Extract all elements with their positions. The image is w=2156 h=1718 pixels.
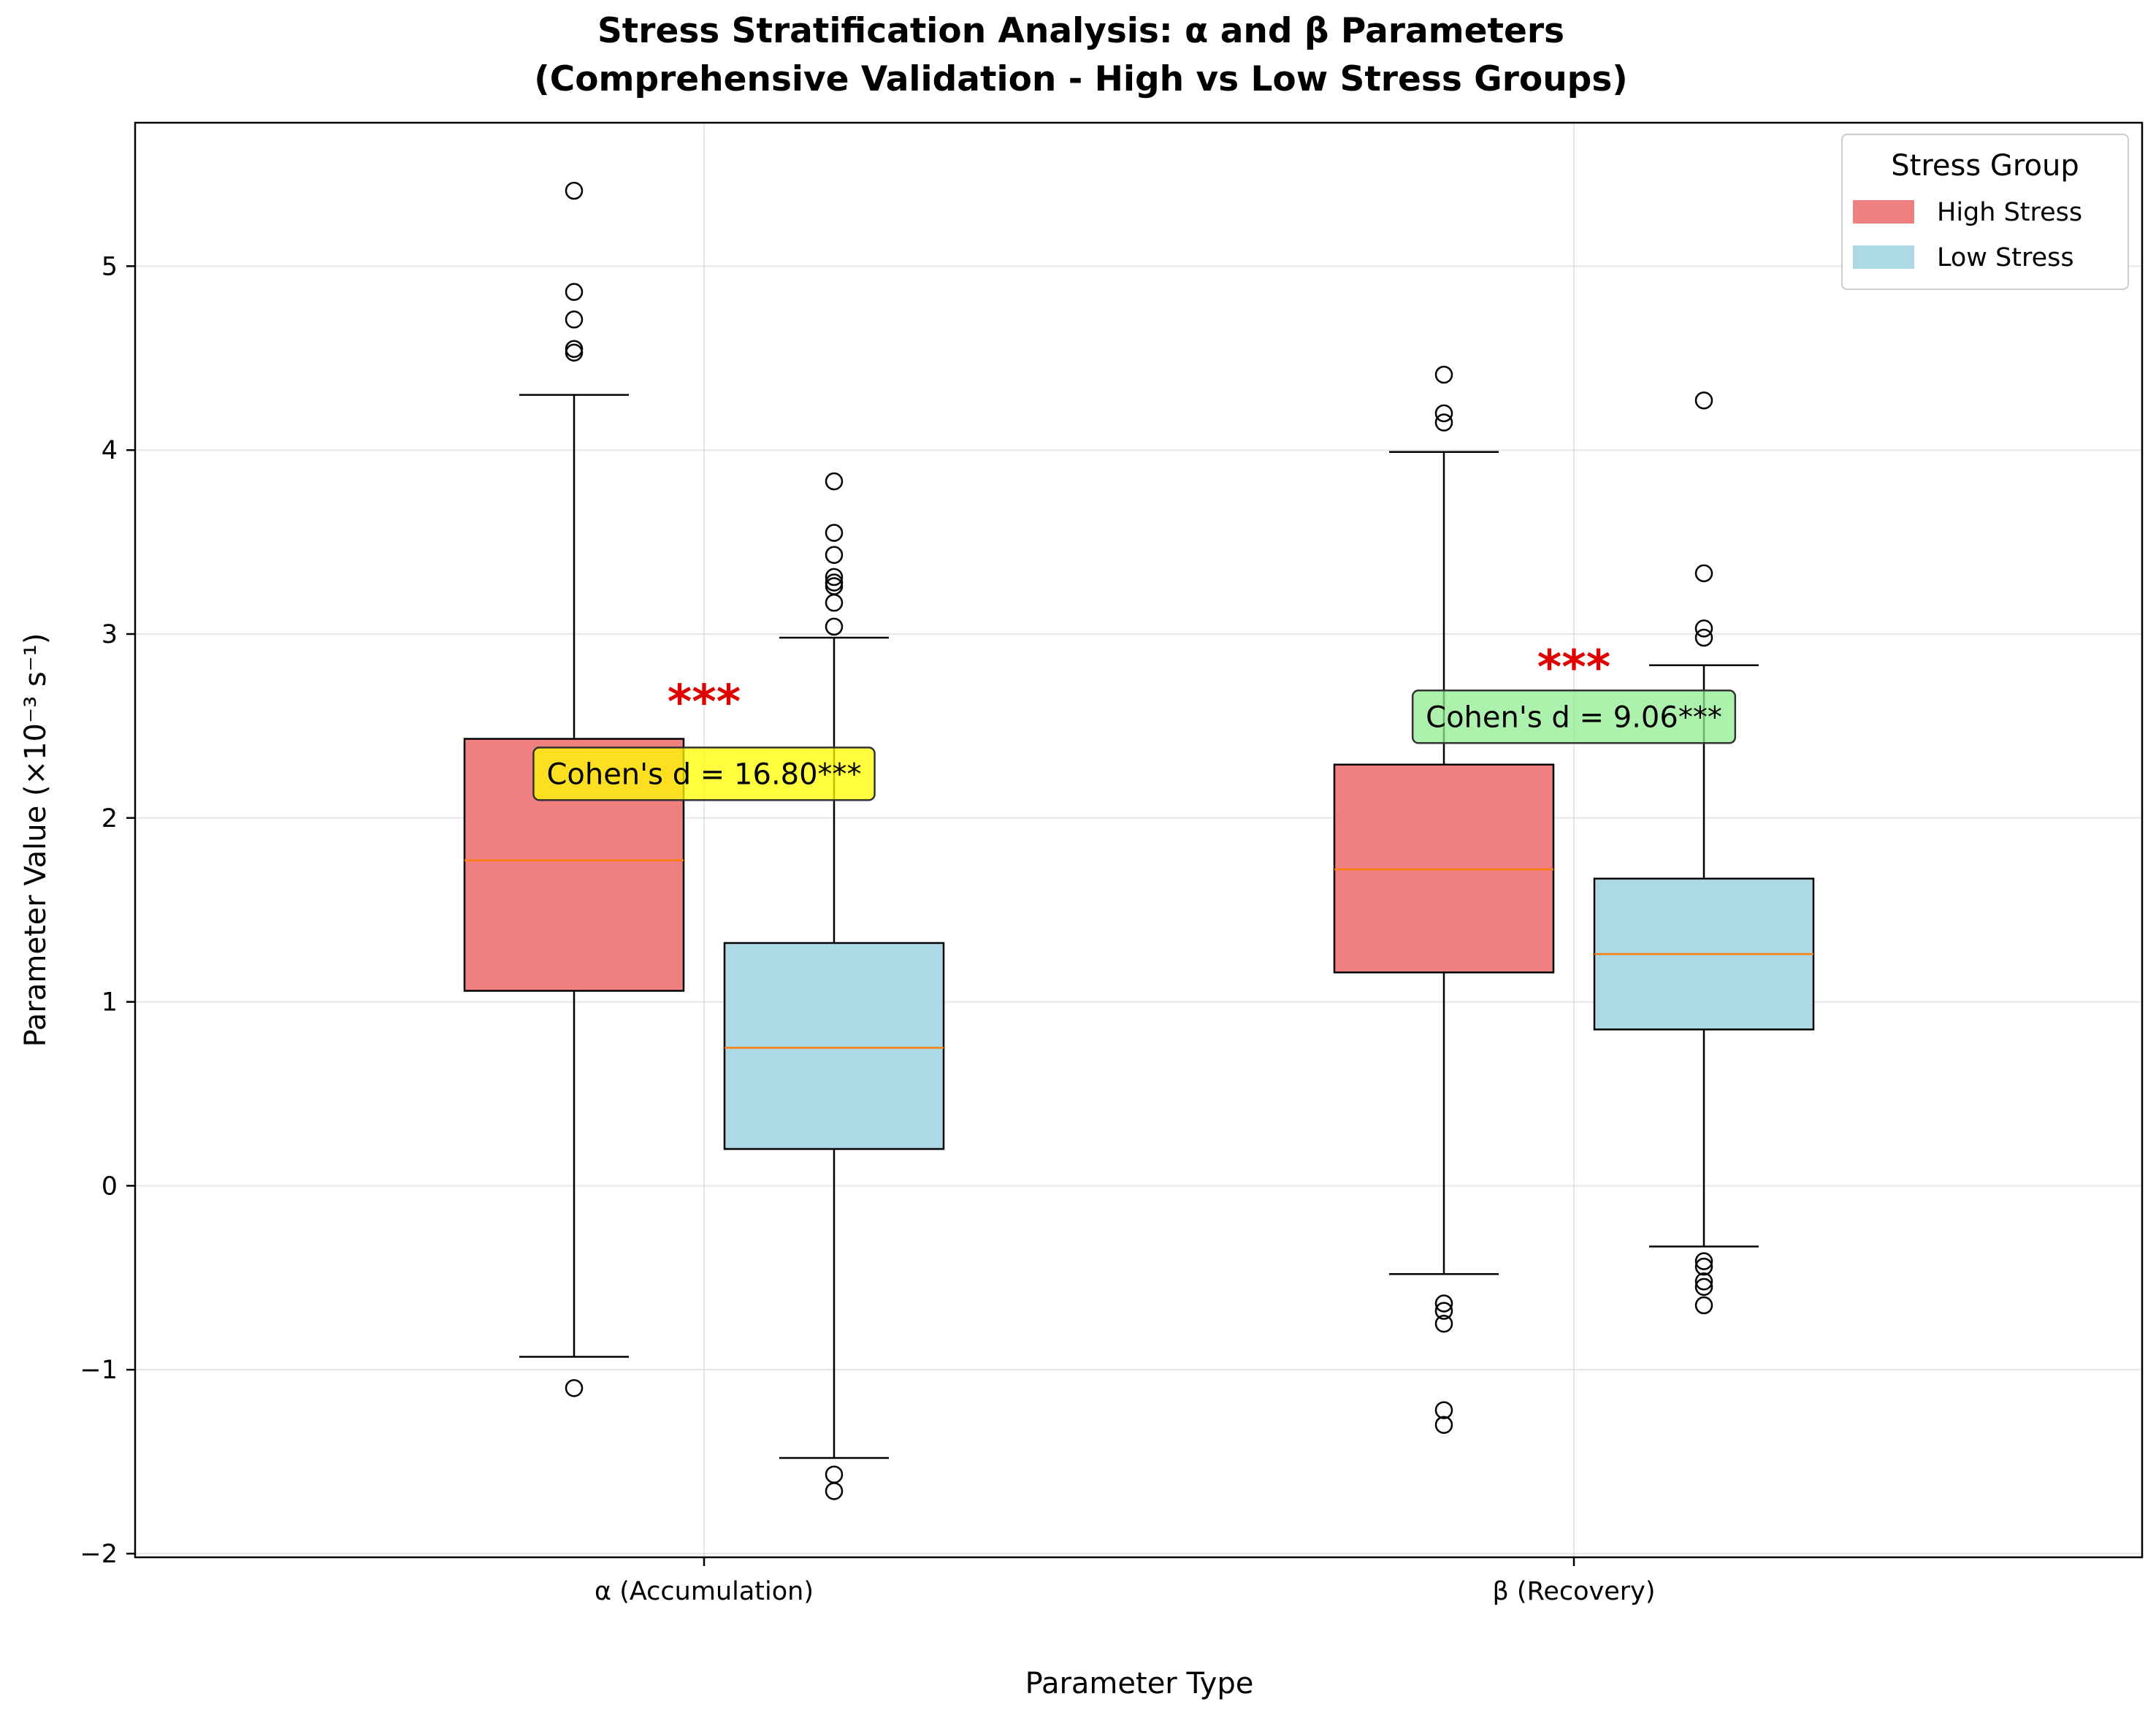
- high-stress-outlier-point: [565, 1379, 584, 1397]
- y-tick-label: −1: [80, 1356, 118, 1385]
- x-axis-label: Parameter Type: [1025, 1667, 1254, 1700]
- y-tick-label: 1: [102, 988, 118, 1018]
- x-tick-label: α (Accumulation): [595, 1577, 814, 1606]
- high-stress-outlier-point: [1434, 1314, 1453, 1333]
- low-stress-outlier-point: [1694, 564, 1713, 583]
- legend: Stress Group High Stress Low Stress: [1841, 134, 2129, 290]
- high-stress-outlier-point: [565, 310, 584, 329]
- y-tick-label: 0: [102, 1172, 118, 1201]
- axes: −2 −1 0 1 2 3 4 5 α (Accumulation) β (Recovery): [80, 252, 1655, 1606]
- y-tick-label: 2: [102, 804, 118, 833]
- significance-stars: ***: [668, 676, 741, 730]
- low-stress-outlier-point: [1694, 628, 1713, 647]
- high-stress-outlier-point: [1434, 1302, 1453, 1320]
- box-elements: [463, 181, 1815, 1500]
- y-axis-label: Parameter Value (×10⁻³ s⁻¹): [19, 633, 53, 1047]
- low-stress-outlier-point: [825, 1482, 844, 1500]
- significance-stars: ***: [1537, 641, 1610, 695]
- grid-lines: [135, 123, 2142, 1557]
- low-stress-outlier-point: [825, 617, 844, 636]
- effect-size-box: [532, 747, 876, 801]
- legend-label-low-stress: Low Stress: [1937, 243, 2074, 272]
- high-stress-outlier-point: [1434, 1416, 1453, 1434]
- effect-size-annotation: Cohen's d = 9.06***: [1411, 690, 1737, 744]
- low-stress-outlier-point: [825, 593, 844, 612]
- low-stress-outlier-point: [1694, 391, 1713, 410]
- legend-title: Stress Group: [1891, 149, 2079, 183]
- y-tick-label: −2: [80, 1540, 118, 1569]
- effect-size-label: Cohen's d = 9.06***: [1426, 700, 1722, 734]
- high-stress-outlier-point: [565, 181, 584, 200]
- low-stress-outlier-point: [1694, 1252, 1713, 1270]
- x-tick-label: β (Recovery): [1492, 1577, 1655, 1606]
- low-stress-outlier-point: [1694, 1257, 1713, 1276]
- low-stress-outlier-point: [1694, 619, 1713, 638]
- chart-title-line-1: Stress Stratification Analysis: α and β …: [597, 11, 1564, 51]
- legend-swatch-high-stress: [1853, 200, 1914, 224]
- low-stress-outlier-point: [825, 546, 844, 564]
- low-stress-outlier-point: [1694, 1278, 1713, 1297]
- y-tick-label: 3: [102, 620, 118, 649]
- low-stress-outlier-point: [825, 472, 844, 491]
- effect-size-box: [1411, 690, 1737, 744]
- effect-size-annotation: Cohen's d = 16.80***: [532, 747, 876, 801]
- low-stress-box: [723, 942, 945, 1150]
- high-stress-outlier-point: [1434, 365, 1453, 384]
- high-stress-outlier-point: [1434, 404, 1453, 423]
- effect-size-label: Cohen's d = 16.80***: [546, 757, 861, 791]
- high-stress-outlier-point: [565, 283, 584, 301]
- low-stress-outlier-point: [1694, 1296, 1713, 1315]
- plot-area-frame: [134, 121, 2144, 1559]
- annotations: *** Cohen's d = 16.80*** *** Cohen's d = 9.…: [532, 641, 1737, 801]
- high-stress-outlier-point: [1434, 1401, 1453, 1419]
- low-stress-outlier-point: [825, 524, 844, 542]
- high-stress-outlier-point: [1434, 413, 1453, 432]
- high-stress-outlier-point: [1434, 1294, 1453, 1313]
- high-stress-outlier-point: [565, 343, 584, 362]
- legend-swatch-low-stress: [1853, 245, 1914, 269]
- y-tick-label: 4: [102, 436, 118, 465]
- y-tick-label: 5: [102, 252, 118, 281]
- low-stress-outlier-point: [1694, 1272, 1713, 1291]
- legend-label-high-stress: High Stress: [1937, 198, 2082, 227]
- low-stress-outlier-point: [825, 568, 844, 587]
- chart-title-line-2: (Comprehensive Validation - High vs Low …: [534, 59, 1628, 99]
- high-stress-box: [1333, 763, 1555, 974]
